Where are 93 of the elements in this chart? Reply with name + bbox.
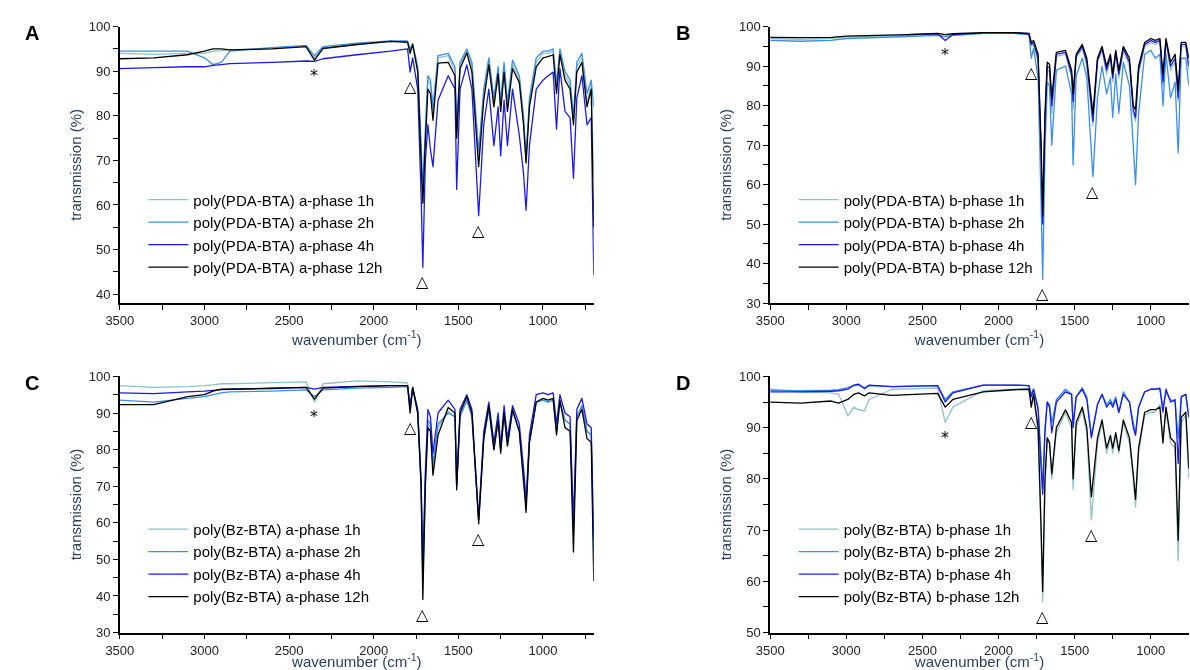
y-tick-label: 70 — [96, 152, 111, 168]
legend-label: poly(PDA-BTA) b-phase 1h — [843, 191, 1025, 209]
x-tick-label: 3500 — [105, 642, 135, 658]
x-tick-label: 3000 — [190, 642, 219, 658]
legend-label: poly(PDA-BTA) b-phase 2h — [843, 214, 1025, 232]
legend-label: poly(PDA-BTA) b-phase 4h — [843, 236, 1025, 254]
legend-label: poly(PDA-BTA) a-phase 4h — [193, 236, 374, 254]
y-tick-label: 40 — [746, 256, 761, 272]
x-tick-label: 2500 — [907, 642, 937, 658]
y-axis-title: transmission (%) — [66, 109, 84, 221]
y-tick-label: 50 — [746, 216, 761, 232]
y-tick-label: 60 — [96, 515, 111, 531]
x-tick-label: 1500 — [443, 642, 473, 658]
legend-label: poly(Bz-BTA) a-phase 12h — [193, 588, 369, 606]
x-tick-label: 1000 — [1136, 642, 1166, 658]
x-tick-label: 3500 — [755, 313, 785, 329]
annotation: △ — [416, 605, 429, 624]
y-tick-label: 60 — [746, 573, 761, 589]
y-tick-label: 60 — [96, 197, 111, 213]
y-tick-label: 70 — [746, 137, 761, 153]
x-axis-title: wavenumber (cm$^{-1}$) — [913, 328, 1045, 348]
x-tick-label: 3000 — [190, 313, 219, 329]
y-tick-label: 100 — [88, 19, 111, 35]
annotation: * — [941, 428, 949, 447]
y-axis-title: transmission (%) — [66, 448, 84, 561]
x-tick-label: 1500 — [443, 313, 473, 329]
x-tick-label: 1000 — [1136, 313, 1166, 329]
legend-label: poly(Bz-BTA) b-phase 4h — [843, 565, 1011, 583]
x-tick-label: 1500 — [1060, 642, 1090, 658]
y-tick-label: 90 — [96, 405, 111, 421]
legend-label: poly(PDA-BTA) a-phase 1h — [193, 191, 374, 209]
x-tick-label: 2500 — [907, 313, 937, 329]
y-tick-label: 70 — [746, 522, 761, 538]
x-axis-title: wavenumber (cm$^{-1}$) — [291, 328, 422, 348]
annotation: △ — [1086, 182, 1099, 201]
x-tick-label: 3500 — [105, 313, 135, 329]
x-tick-label: 3000 — [831, 642, 861, 658]
y-tick-label: 80 — [746, 471, 761, 487]
legend-label: poly(PDA-BTA) a-phase 12h — [193, 259, 383, 277]
x-tick-label: 3000 — [831, 313, 861, 329]
y-tick-label: 80 — [96, 442, 111, 458]
legend-label: poly(PDA-BTA) b-phase 12h — [843, 259, 1033, 277]
annotation: △ — [404, 77, 417, 96]
annotation: △ — [1036, 284, 1049, 303]
y-tick-label: 70 — [96, 478, 111, 494]
x-tick-label: 2500 — [274, 642, 304, 658]
annotation: △ — [1025, 63, 1038, 82]
y-tick-label: 40 — [96, 286, 111, 302]
y-tick-label: 50 — [96, 551, 111, 567]
legend-label: poly(Bz-BTA) b-phase 2h — [843, 543, 1011, 561]
x-tick-label: 1000 — [528, 642, 558, 658]
annotation: △ — [472, 221, 485, 240]
y-tick-label: 50 — [96, 242, 111, 258]
x-tick-label: 1500 — [1060, 313, 1090, 329]
y-tick-label: 50 — [746, 625, 761, 641]
y-tick-label: 30 — [96, 625, 111, 641]
annotation: △ — [472, 529, 485, 548]
x-tick-label: 3500 — [755, 642, 785, 658]
annotation: △ — [416, 272, 429, 291]
legend-label: poly(Bz-BTA) a-phase 1h — [193, 520, 361, 538]
y-tick-label: 100 — [739, 368, 761, 384]
y-axis-title: transmission (%) — [716, 109, 734, 221]
y-tick-label: 100 — [88, 368, 111, 384]
y-tick-label: 30 — [746, 295, 761, 311]
legend-label: poly(Bz-BTA) b-phase 1h — [843, 520, 1011, 538]
legend-label: poly(Bz-BTA) a-phase 2h — [193, 543, 361, 561]
annotation: △ — [1025, 412, 1038, 431]
annotation: △ — [1036, 607, 1049, 626]
y-tick-label: 80 — [96, 108, 111, 124]
annotation: * — [941, 45, 949, 64]
y-tick-label: 40 — [96, 588, 111, 604]
x-tick-label: 2000 — [359, 313, 389, 329]
chart-title: B — [676, 22, 691, 44]
y-axis-title: transmission (%) — [716, 448, 734, 561]
legend-label: poly(Bz-BTA) a-phase 4h — [193, 565, 361, 583]
y-tick-label: 100 — [739, 19, 761, 35]
annotation: △ — [404, 418, 417, 437]
annotation: * — [310, 407, 318, 426]
chart-title: A — [25, 22, 40, 44]
annotation: * — [310, 66, 318, 85]
y-tick-label: 60 — [746, 177, 761, 193]
x-tick-label: 2000 — [984, 313, 1013, 329]
chart-title: D — [676, 372, 691, 394]
y-tick-label: 80 — [746, 98, 761, 114]
legend-label: poly(PDA-BTA) a-phase 2h — [193, 214, 374, 232]
y-tick-label: 90 — [96, 63, 111, 79]
chart-title: C — [25, 372, 40, 394]
legend-label: poly(Bz-BTA) b-phase 12h — [843, 588, 1020, 606]
x-tick-label: 1000 — [528, 313, 558, 329]
x-tick-label: 2500 — [274, 313, 304, 329]
y-tick-label: 90 — [746, 420, 761, 436]
y-tick-label: 90 — [746, 58, 761, 74]
annotation: △ — [1085, 525, 1098, 544]
